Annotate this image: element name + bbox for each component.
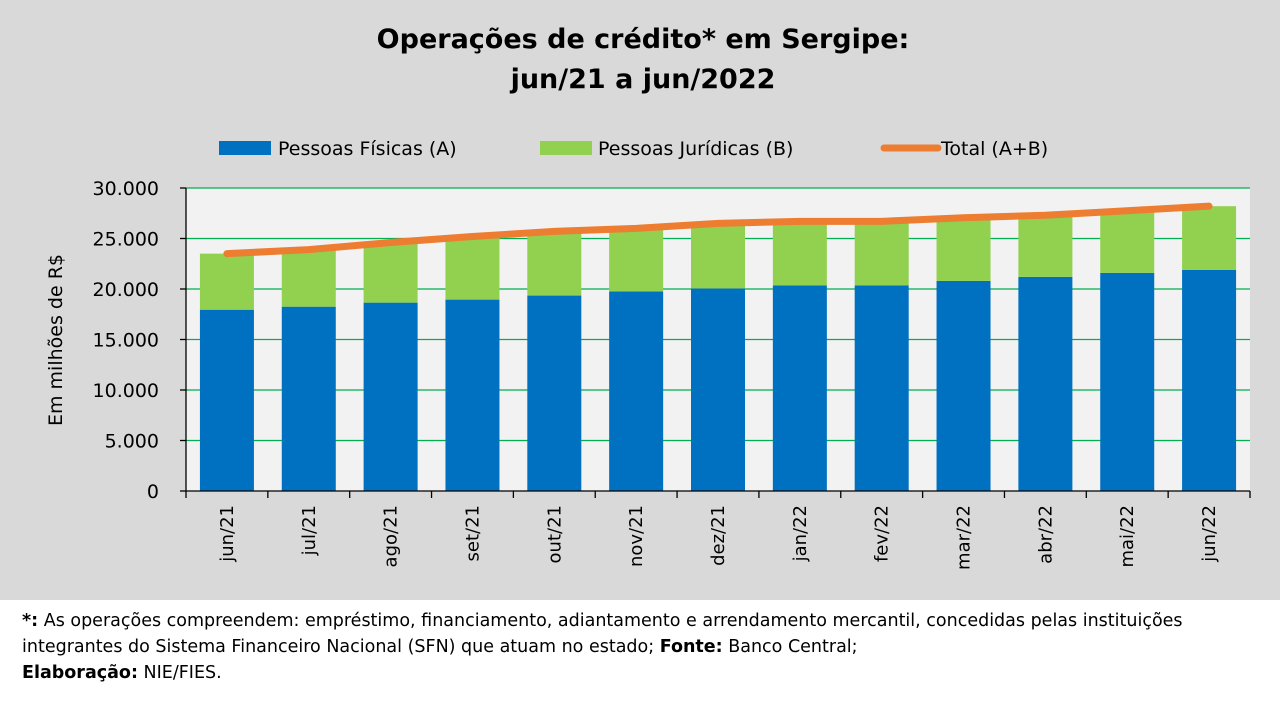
bar-pessoas-juridicas	[527, 231, 582, 296]
bar-pessoas-juridicas	[199, 253, 254, 310]
bar-pessoas-fisicas	[936, 280, 991, 491]
x-tick-label: jun/22	[1199, 505, 1220, 563]
bar-pessoas-fisicas	[1018, 276, 1073, 491]
bar-pessoas-fisicas	[1100, 272, 1155, 491]
y-tick-label: 20.000	[93, 279, 159, 301]
y-tick-label: 5.000	[105, 431, 159, 453]
elaboration-value: NIE/FIES.	[137, 663, 222, 683]
x-tick-label: jun/21	[217, 505, 238, 563]
bar-pessoas-juridicas	[281, 249, 336, 307]
legend-label-pf: Pessoas Físicas (A)	[278, 138, 457, 160]
bar-pessoas-fisicas	[691, 288, 745, 491]
bar-pessoas-juridicas	[445, 236, 500, 300]
bar-pessoas-juridicas	[936, 217, 991, 281]
y-tick-label: 10.000	[93, 380, 159, 402]
bar-pessoas-juridicas	[691, 223, 745, 289]
bar-pessoas-fisicas	[445, 299, 500, 491]
legend-swatch-pj	[540, 141, 592, 155]
x-tick-label: fev/22	[872, 505, 893, 562]
bar-pessoas-fisicas	[199, 309, 254, 491]
bar-pessoas-juridicas	[1018, 215, 1073, 277]
source-label: Fonte:	[659, 637, 723, 657]
y-tick-label: 30.000	[93, 178, 159, 200]
elaboration-label: Elaboração:	[22, 663, 138, 683]
bar-pessoas-fisicas	[854, 285, 909, 491]
x-tick-label: jan/22	[790, 505, 811, 562]
bar-pessoas-juridicas	[1100, 210, 1155, 273]
chart-svg: Operações de crédito* em Sergipe: jun/21…	[45, 24, 1251, 570]
bar-pessoas-fisicas	[609, 291, 664, 491]
footnote-text: As operações compreendem: empréstimo, fi…	[22, 611, 1183, 657]
bar-pessoas-juridicas	[609, 228, 664, 292]
bar-pessoas-juridicas	[363, 242, 418, 303]
chart-title-line-2: jun/21 a jun/2022	[510, 64, 776, 95]
chart-title-line-1: Operações de crédito* em Sergipe:	[377, 24, 910, 55]
x-tick-label: out/21	[544, 505, 565, 563]
legend-swatch-pf	[219, 141, 271, 155]
series-line-total	[223, 202, 1213, 258]
bar-pessoas-fisicas	[363, 302, 418, 491]
source-value: Banco Central;	[722, 637, 858, 657]
x-tick-label: mar/22	[954, 505, 975, 570]
legend: Pessoas Físicas (A) Pessoas Jurídicas (B…	[219, 138, 1048, 160]
footnote: *: As operações compreendem: empréstimo,…	[22, 608, 1267, 686]
bar-pessoas-fisicas	[527, 295, 582, 491]
x-tick-label: mai/22	[1117, 505, 1138, 568]
bar-pessoas-fisicas	[772, 285, 827, 491]
x-tick-label: ago/21	[381, 505, 402, 567]
legend-label-total: Total (A+B)	[940, 138, 1048, 160]
x-tick-label: abr/22	[1035, 505, 1056, 564]
x-tick-label: jul/21	[299, 505, 320, 556]
y-tick-label: 15.000	[93, 330, 159, 352]
bar-pessoas-juridicas	[1182, 206, 1237, 270]
plot-area: 0 5.000 10.000 15.000 20.000 25.000 30.000 jun/…	[93, 178, 1251, 570]
x-tick-label: set/21	[462, 505, 483, 561]
y-axis-label: Em milhões de R$	[45, 254, 67, 426]
y-tick-label: 25.000	[93, 229, 159, 251]
legend-label-pj: Pessoas Jurídicas (B)	[598, 138, 793, 160]
x-tick-label: nov/21	[626, 505, 647, 567]
x-tick-label: dez/21	[708, 505, 729, 566]
bar-pessoas-fisicas	[1182, 269, 1237, 491]
y-tick-label: 0	[147, 481, 159, 503]
footnote-marker: *:	[22, 611, 39, 631]
bar-pessoas-juridicas	[854, 221, 909, 286]
chart-panel: Operações de crédito* em Sergipe: jun/21…	[0, 0, 1280, 600]
bar-pessoas-juridicas	[772, 221, 827, 286]
bar-pessoas-fisicas	[281, 306, 336, 491]
